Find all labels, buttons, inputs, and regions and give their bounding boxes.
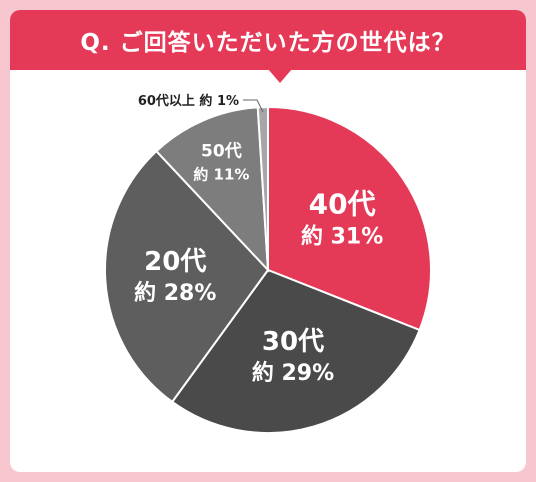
question-header: Q. ご回答いただいた方の世代は？ — [10, 10, 526, 70]
leader-line-60plus — [243, 99, 264, 113]
slice-label-30s: 30代約 29% — [252, 327, 334, 386]
pie-slice-40s — [267, 105, 432, 332]
question-title: Q. ご回答いただいた方の世代は？ — [80, 30, 456, 56]
pie-slice-50s — [155, 106, 270, 273]
pie-slice-20s — [104, 149, 270, 404]
pie-slice-60plus — [256, 105, 269, 271]
slice-label-20s: 20代約 28% — [134, 247, 216, 306]
slice-label-50s: 50代約 11% — [193, 140, 249, 183]
slice-label-40s: 40代約 31% — [301, 188, 383, 250]
pie-slice-30s — [170, 268, 421, 434]
header-pointer — [268, 69, 292, 83]
slice-label-60plus: 60代以上 約 1% — [138, 93, 239, 109]
